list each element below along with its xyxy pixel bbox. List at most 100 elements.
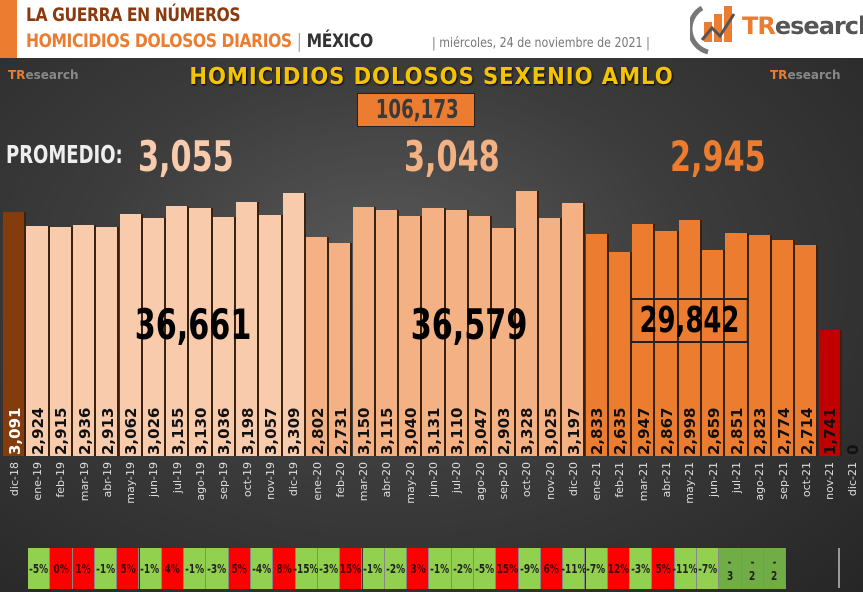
x-axis-label: ene-20	[310, 462, 324, 501]
bar	[632, 224, 656, 456]
bar-value-label: 2,833	[588, 407, 607, 455]
bar-value-label: 0	[844, 444, 863, 455]
bar-value-label: 2,936	[75, 407, 94, 455]
x-axis-label: dic-19	[287, 462, 301, 497]
x-axis-label: jul-21	[729, 462, 743, 494]
yoy-change-cell: -2	[763, 548, 787, 589]
bar	[538, 217, 563, 456]
bar	[329, 243, 353, 456]
bar	[492, 228, 516, 456]
x-axis-label: ago-21	[753, 462, 767, 501]
yoy-change-cell: 5%	[228, 548, 251, 589]
bar-value-label: 3,198	[238, 407, 257, 455]
yoy-change-cell: 12%	[608, 548, 631, 589]
x-axis-label: may-21	[683, 462, 697, 504]
bar-value-label: 2,947	[634, 407, 653, 455]
x-axis-label: abr-21	[660, 462, 674, 498]
bar-value-label: 3,025	[541, 407, 560, 455]
average-2019: 3,055	[138, 132, 234, 181]
bar	[119, 214, 143, 456]
yoy-change-cell: -7%	[697, 548, 720, 589]
bar-value-label: 3,047	[471, 407, 490, 455]
period-total-2019: 36,661	[134, 300, 252, 349]
x-axis-label: oct-19	[240, 462, 254, 498]
yoy-change-cell: -1%	[362, 548, 385, 589]
x-axis-label: nov-20	[543, 462, 557, 500]
bar-value-label: 3,150	[355, 407, 374, 455]
bar	[305, 237, 330, 456]
bar-value-label: 2,915	[52, 407, 71, 455]
country-label: MÉXICO	[306, 30, 374, 52]
bar	[725, 232, 749, 456]
yoy-change-cell: 0%	[50, 548, 73, 589]
bar-value-label: 2,714	[797, 407, 816, 455]
bar-value-label: 3,062	[122, 407, 141, 455]
x-axis-label: nov-21	[823, 462, 837, 500]
bar-value-label: 2,998	[681, 407, 700, 455]
chart-title: HOMICIDIOS DOLOSOS SEXENIO AMLO	[189, 64, 674, 90]
x-axis-label: jun-21	[706, 462, 720, 497]
x-axis-label: abr-19	[100, 462, 114, 498]
x-axis-label: jun-20	[427, 462, 441, 497]
yoy-change-cell: -1%	[139, 548, 162, 589]
x-axis-label: dic-18	[7, 462, 21, 497]
yoy-change-cell: 15%	[496, 548, 519, 589]
bar-value-label: 2,903	[494, 407, 513, 455]
yoy-change-cell: -9%	[518, 548, 541, 589]
bar-value-label: 3,040	[401, 407, 420, 455]
bar-value-label: 1,741	[821, 407, 840, 455]
watermark-right: TResearch	[770, 68, 841, 82]
bar-value-label: 3,197	[564, 407, 583, 455]
yoy-change-cell: -3%	[630, 548, 653, 589]
yoy-change-cell: -3	[719, 548, 742, 589]
x-axis-label: mar-20	[357, 462, 371, 502]
x-axis-label: ene-21	[590, 462, 604, 501]
bar-value-label: 3,309	[285, 407, 304, 455]
average-2020: 3,048	[404, 132, 500, 181]
yoy-change-cell: -1%	[94, 548, 118, 589]
x-axis-label: ago-20	[473, 462, 487, 501]
bar-value-label: 2,867	[658, 407, 677, 455]
separator: |	[296, 30, 302, 52]
yoy-change-cell: -15%	[294, 548, 319, 589]
bar-value-label: 2,851	[727, 407, 746, 455]
header-title: LA GUERRA EN NÚMEROS	[26, 4, 241, 26]
bar	[445, 210, 469, 456]
bar-value-label: 2,774	[774, 407, 793, 455]
bar-value-label: 3,057	[261, 407, 280, 455]
yoy-change-cell: -3%	[317, 548, 341, 589]
bar	[515, 191, 539, 456]
period-total-2020: 36,579	[410, 300, 528, 349]
yoy-change-cell: 5%	[652, 548, 675, 589]
yoy-change-cell: -4%	[251, 548, 274, 589]
x-axis-label: sep-21	[776, 462, 790, 500]
bar	[818, 329, 842, 456]
accent-stripe	[0, 0, 17, 58]
x-axis-label: may-19	[124, 462, 138, 504]
yoy-change-cell: 8%	[273, 548, 296, 589]
period-total-2021: 29,842	[630, 298, 749, 343]
yoy-change-cell: 15%	[340, 548, 363, 589]
bar	[236, 202, 260, 456]
bar	[702, 249, 726, 456]
logo-chart-icon	[687, 5, 736, 55]
yoy-change-cell: 5%	[117, 548, 140, 589]
tresearch-logo: TResearch	[687, 0, 863, 58]
bar	[608, 251, 633, 456]
bar-value-label: 3,115	[378, 407, 397, 455]
yoy-change-cell: -1%	[429, 548, 452, 589]
bar-value-label: 2,731	[331, 407, 350, 455]
yoy-change-cell: -5%	[474, 548, 497, 589]
bar-value-label: 3,036	[215, 407, 234, 455]
bar-value-label: 2,913	[98, 407, 117, 455]
yoy-change-cell: 4%	[161, 548, 185, 589]
x-axis-label: jul-20	[450, 462, 464, 494]
x-axis-label: feb-20	[333, 462, 347, 498]
yoy-change-cell: -1%	[184, 548, 207, 589]
bar	[795, 244, 819, 456]
yoy-change-cell: -11%	[561, 548, 586, 589]
average-2021: 2,945	[670, 132, 766, 181]
x-axis-label: abr-20	[380, 462, 394, 498]
bar	[375, 209, 400, 456]
x-axis-label: sep-19	[217, 462, 231, 500]
